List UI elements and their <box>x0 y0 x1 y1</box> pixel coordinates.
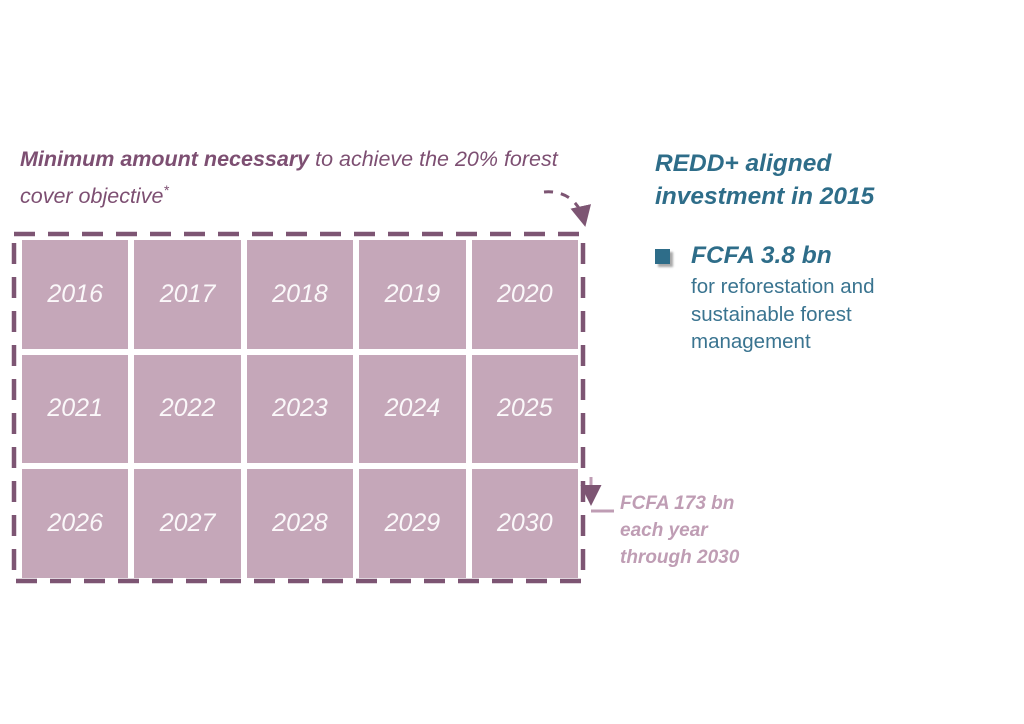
annual-amount-callout: FCFA 173 bn each year through 2030 <box>620 490 780 571</box>
year-label: 2017 <box>159 279 216 308</box>
square-bullet-icon <box>655 249 670 264</box>
year-label: 2020 <box>496 279 553 308</box>
chart-title: Minimum amount necessary to achieve the … <box>20 144 595 212</box>
year-label: 2029 <box>384 509 441 538</box>
year-label: 2024 <box>384 394 441 423</box>
footnote-marker: * <box>163 182 169 198</box>
right-panel: REDD+ aligned investment in 2015 FCFA 3.… <box>655 147 955 356</box>
callout-line-frequency: each year <box>620 520 708 541</box>
year-label: 2028 <box>272 509 328 538</box>
panel-heading: REDD+ aligned investment in 2015 <box>655 150 875 210</box>
chart-title-emphasis: Minimum amount necessary <box>20 147 310 171</box>
investment-item: FCFA 3.8 bn for reforestation and sustai… <box>655 242 955 356</box>
year-label: 2030 <box>496 509 553 538</box>
year-label: 2018 <box>272 279 328 308</box>
year-cell: 2028 <box>246 469 354 578</box>
callout-line-horizon: through 2030 <box>620 547 740 568</box>
year-cell: 2026 <box>22 469 129 578</box>
year-cell: 2020 <box>471 240 578 349</box>
year-label: 2022 <box>159 394 216 423</box>
year-cell: 2027 <box>134 469 241 578</box>
chart-title-rest: to achieve the 20% forest cover objectiv… <box>20 147 558 209</box>
year-cell: 2017 <box>134 240 241 349</box>
year-cell: 2018 <box>246 240 354 349</box>
year-label: 2026 <box>47 509 103 538</box>
year-cell: 2016 <box>22 240 129 349</box>
year-label: 2021 <box>47 394 103 423</box>
year-cell: 2023 <box>246 354 354 464</box>
year-cell: 2019 <box>359 240 466 349</box>
year-cell: 2021 <box>22 354 129 464</box>
year-cell: 2029 <box>359 469 466 578</box>
investment-amount: FCFA 3.8 bn <box>691 242 832 269</box>
year-cell: 2024 <box>359 354 466 464</box>
year-cell: 2022 <box>134 354 241 464</box>
year-cell: 2030 <box>471 469 578 578</box>
year-label: 2027 <box>159 509 216 538</box>
year-grid: 2016 2017 2018 2019 2020 2021 2022 2023 … <box>22 240 578 578</box>
investment-item-text: FCFA 3.8 bn for reforestation and sustai… <box>691 242 921 356</box>
year-label: 2016 <box>47 279 103 308</box>
year-cell: 2025 <box>471 354 578 464</box>
callout-line-amount: FCFA 173 bn <box>620 493 735 514</box>
investment-description: for reforestation and sustainable forest… <box>691 275 875 353</box>
year-label: 2023 <box>272 394 328 423</box>
year-label: 2025 <box>496 394 553 423</box>
year-label: 2019 <box>384 279 441 308</box>
